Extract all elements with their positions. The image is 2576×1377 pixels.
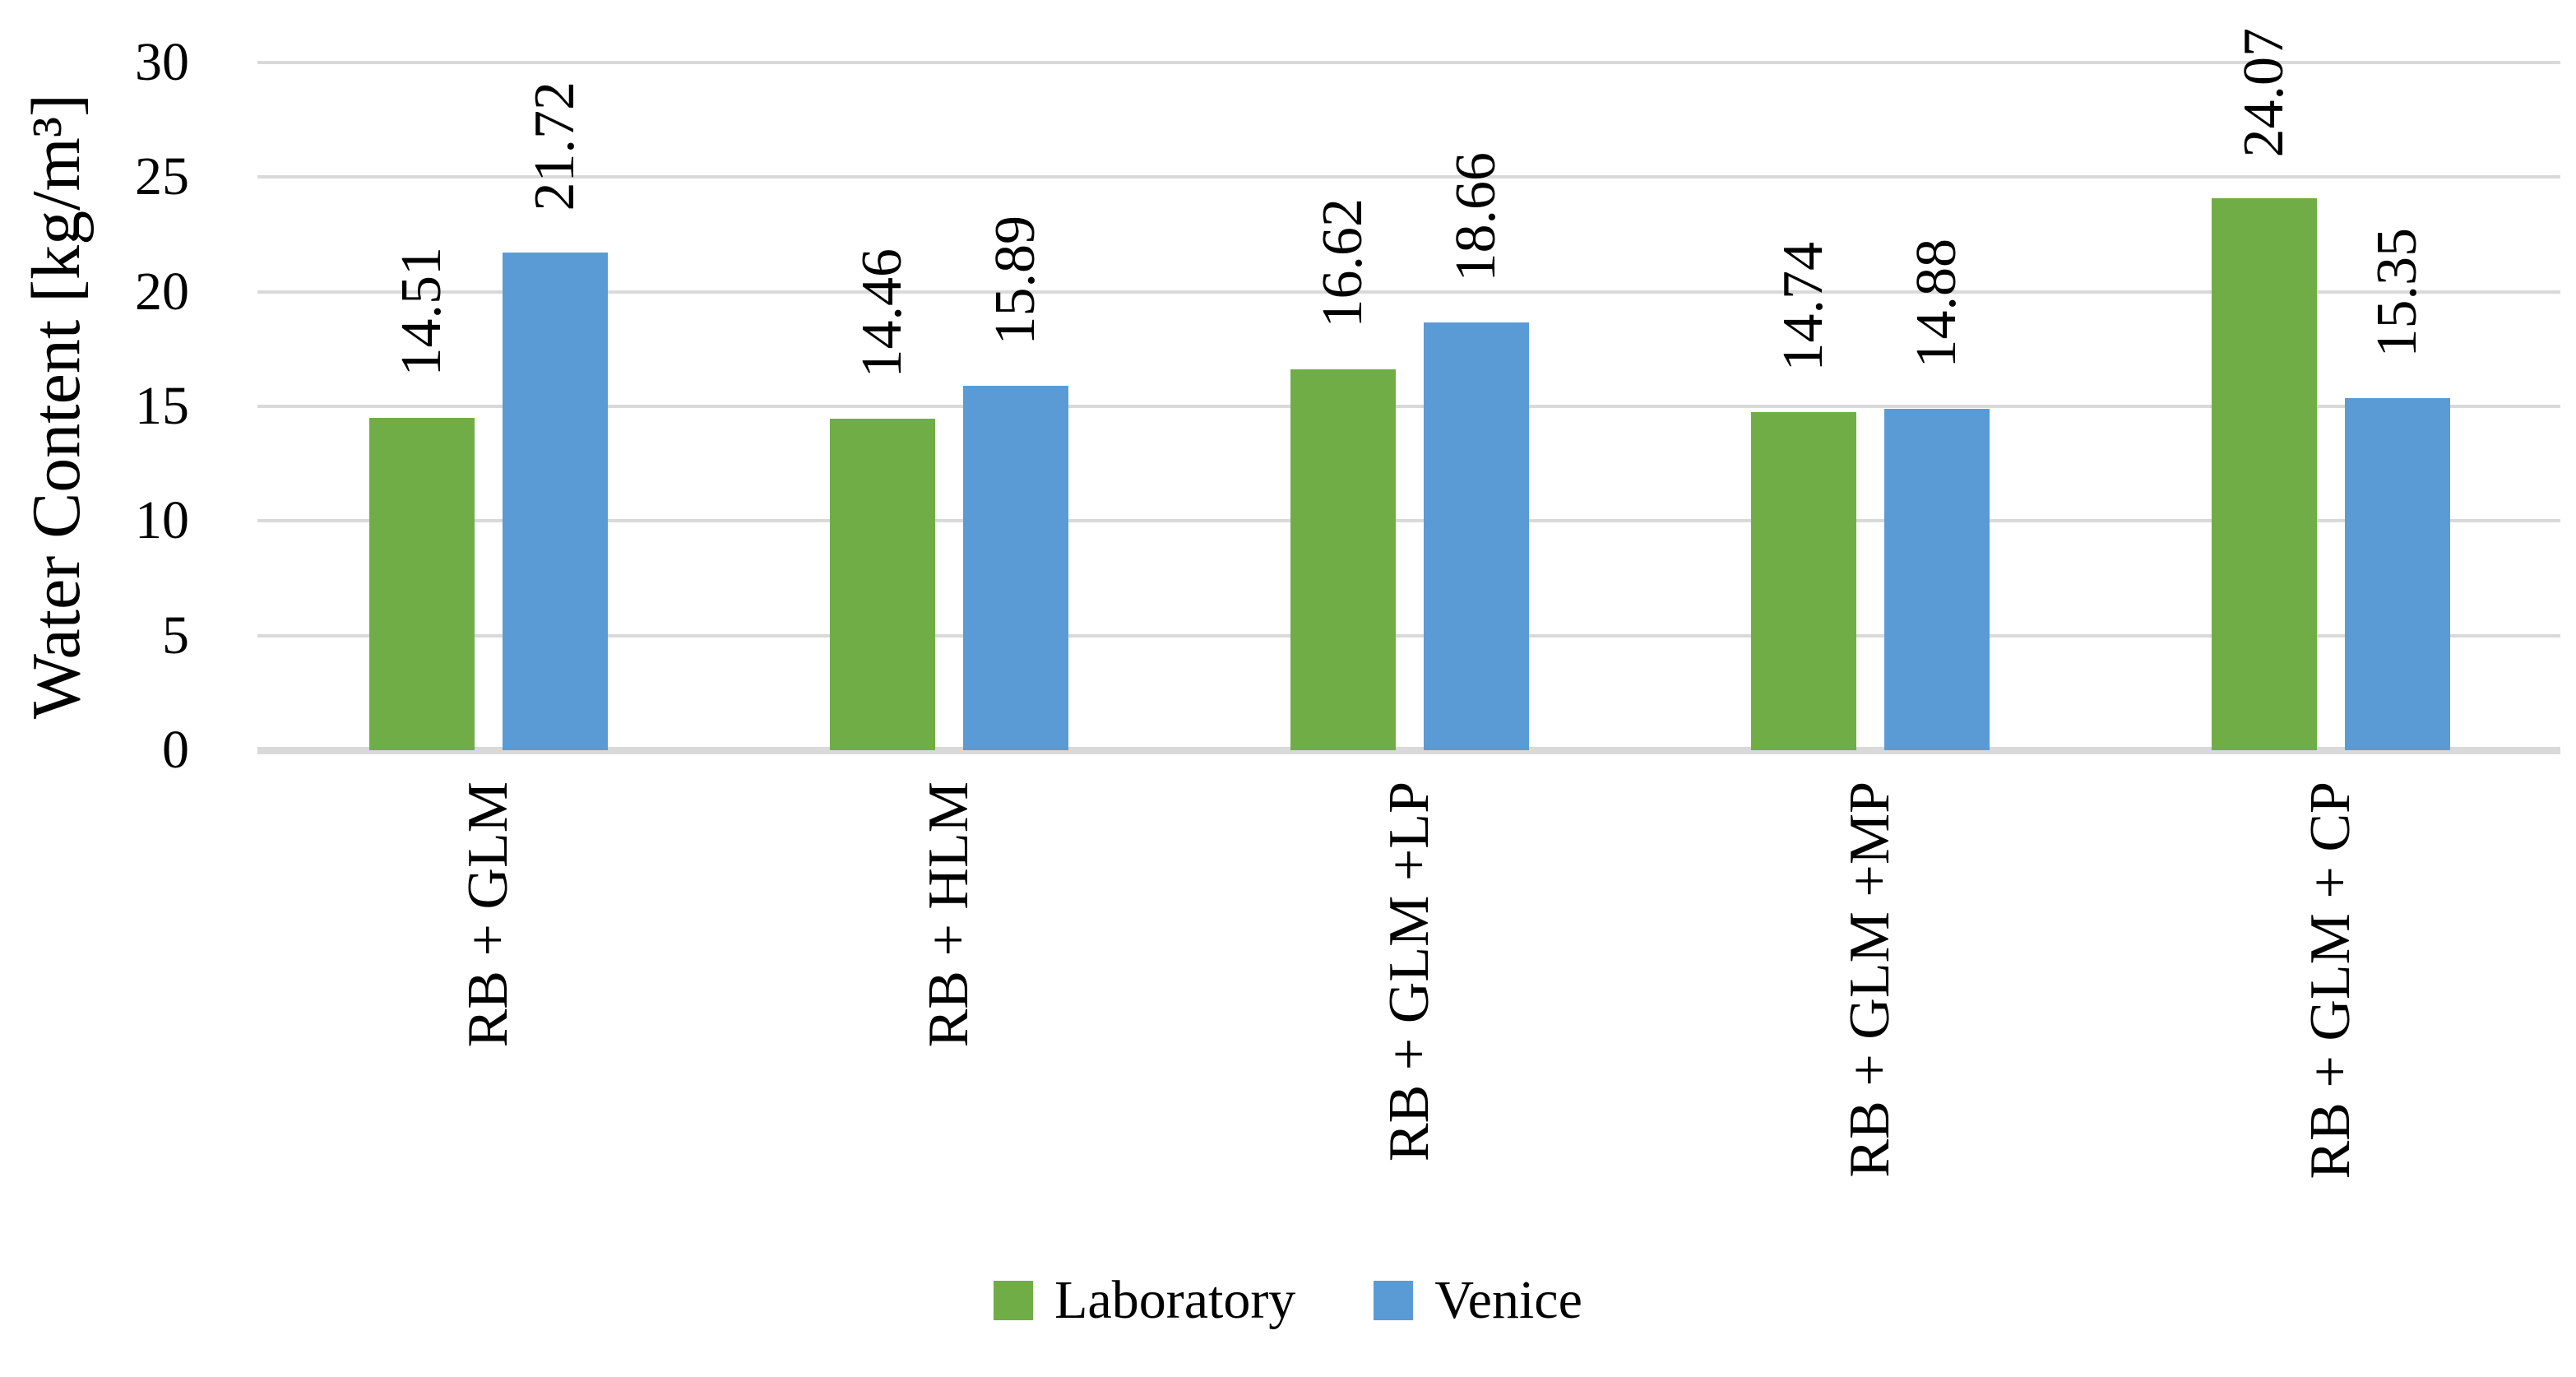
gridline (257, 175, 2560, 179)
bar-value-label: 21.72 (522, 81, 586, 211)
category-label: RB + GLM + CP (2298, 781, 2362, 1180)
category-label: RB + GLM (456, 781, 520, 1048)
category-label: RB + GLM +LP (1377, 781, 1441, 1162)
bar-value-label: 15.35 (2365, 227, 2429, 358)
bar-value-label: 14.51 (389, 247, 453, 377)
bar-laboratory (368, 417, 475, 750)
bar-venice (962, 386, 1068, 750)
legend-swatch-venice (1374, 1281, 1414, 1320)
bar-venice (1883, 409, 1990, 750)
bar-venice (2344, 398, 2450, 750)
bar-value-label: 14.88 (1904, 238, 1968, 369)
legend-item-laboratory: Laboratory (994, 1273, 1295, 1328)
y-tick-label: 25 (135, 146, 189, 207)
category-label: RB + GLM +MP (1837, 781, 1902, 1178)
category-label: RB + HLM (916, 781, 980, 1048)
bar-value-label: 24.07 (2231, 27, 2296, 158)
bar-value-label: 14.46 (850, 248, 914, 378)
bar-venice (502, 252, 608, 750)
bar-venice (1423, 322, 1529, 750)
y-tick-label: 15 (135, 376, 189, 436)
legend-label-laboratory: Laboratory (1054, 1270, 1296, 1330)
bar-laboratory (829, 419, 935, 750)
legend-swatch-laboratory (994, 1281, 1034, 1320)
legend-item-venice: Venice (1374, 1273, 1582, 1328)
x-axis-line (257, 747, 2560, 754)
gridline (257, 290, 2560, 294)
gridline (257, 405, 2560, 408)
bar-value-label: 16.62 (1310, 198, 1374, 328)
legend: Laboratory Venice (0, 1273, 2576, 1328)
bar-value-label: 14.74 (1771, 241, 1835, 372)
bar-laboratory (2211, 198, 2317, 750)
bar-value-label: 15.89 (983, 215, 1047, 345)
bar-laboratory (1750, 412, 1856, 750)
bar-value-label: 18.66 (1443, 151, 1508, 282)
y-tick-label: 5 (162, 605, 189, 665)
gridline (257, 633, 2560, 638)
y-tick-label: 30 (135, 32, 189, 92)
y-tick-label: 0 (162, 720, 189, 780)
y-tick-label: 20 (135, 261, 189, 322)
gridline (257, 519, 2560, 523)
bar-laboratory (1290, 369, 1396, 750)
legend-label-venice: Venice (1434, 1270, 1582, 1330)
gridline (257, 61, 2560, 64)
y-tick-label: 10 (135, 490, 189, 551)
